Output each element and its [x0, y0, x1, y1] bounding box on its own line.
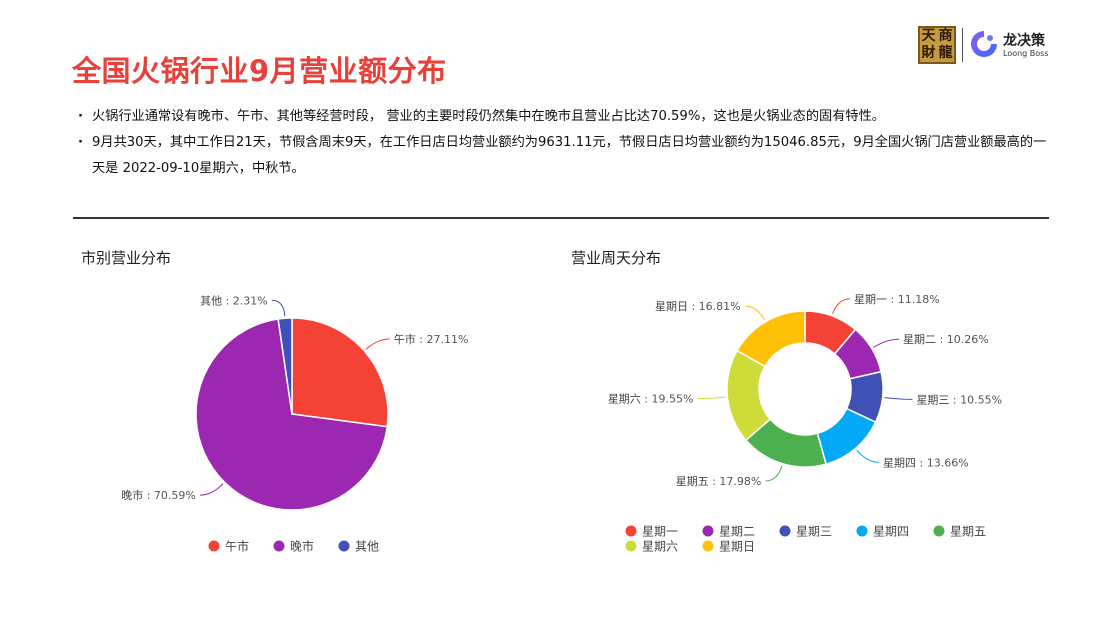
legend-swatch-星期五 — [933, 525, 945, 537]
data-label: 其他 : 2.31% — [200, 294, 268, 307]
legend-swatch-星期三 — [779, 525, 791, 537]
label-leader-line — [697, 396, 726, 400]
legend-label-其他: 其他 — [355, 540, 379, 554]
label-leader-line — [744, 305, 766, 321]
brand-subtitle: Loong Boss — [1003, 49, 1049, 58]
bullet-item: 火锅行业通常设有晚市、午市、其他等经营时段， 营业的主要时段仍然集中在晚市且营业… — [78, 104, 1058, 130]
data-label: 星期三 : 10.55% — [916, 393, 1002, 406]
legend-swatch-星期一 — [625, 525, 637, 537]
slice-午市 — [291, 317, 389, 428]
legend-swatch-午市 — [208, 540, 220, 552]
legend-label-星期四: 星期四 — [873, 525, 909, 539]
legend-label-星期日: 星期日 — [719, 540, 755, 554]
label-leader-line — [271, 299, 286, 317]
label-leader-line — [832, 298, 851, 315]
data-label: 午市 : 27.11% — [394, 332, 469, 346]
data-label: 星期日 : 16.81% — [655, 300, 741, 313]
loong-boss-logo-icon — [971, 31, 997, 57]
legend-label-午市: 午市 — [225, 539, 249, 554]
legend-swatch-星期日 — [702, 540, 714, 552]
legend-label-星期六: 星期六 — [642, 540, 678, 554]
label-leader-line — [199, 483, 224, 496]
chart-title-weekday: 营业周天分布 — [571, 249, 662, 267]
data-label: 晚市 : 70.59% — [121, 488, 196, 502]
label-leader-line — [856, 449, 880, 463]
data-label: 星期二 : 10.26% — [903, 333, 989, 346]
data-label: 星期五 : 17.98% — [676, 475, 762, 488]
logo-divider — [962, 28, 963, 62]
label-leader-line — [365, 338, 390, 350]
data-label: 星期一 : 11.18% — [854, 293, 940, 306]
slice-星期日 — [736, 310, 806, 368]
summary-bullets: 火锅行业通常设有晚市、午市、其他等经营时段， 营业的主要时段仍然集中在晚市且营业… — [78, 104, 1058, 182]
label-leader-line — [873, 338, 900, 348]
legend-swatch-其他 — [338, 540, 350, 552]
legend-swatch-晚市 — [273, 540, 285, 552]
brand-name: 龙决策 — [1003, 33, 1045, 49]
legend-swatch-星期六 — [625, 540, 637, 552]
label-leader-line — [765, 465, 783, 482]
slice-其他 — [277, 317, 293, 415]
seal-char: 龍 — [938, 45, 953, 61]
legend-swatch-星期二 — [702, 525, 714, 537]
label-leader-line — [884, 397, 913, 400]
legend-swatch-星期四 — [856, 525, 868, 537]
legend-label-星期五: 星期五 — [950, 525, 986, 539]
page-title: 全国火锅行业9月营业额分布 — [72, 54, 447, 88]
data-label: 星期六 : 19.55% — [608, 393, 694, 406]
seal-char: 天 — [921, 28, 936, 44]
legend-label-星期三: 星期三 — [796, 525, 832, 539]
chart-title-session: 市别营业分布 — [81, 249, 172, 267]
data-label: 星期四 : 13.66% — [883, 456, 969, 469]
slice-晚市 — [195, 318, 389, 511]
legend-label-晚市: 晚市 — [290, 539, 314, 554]
seal-char: 商 — [938, 28, 953, 44]
seal-char: 財 — [921, 45, 936, 61]
legend-label-星期二: 星期二 — [719, 525, 755, 539]
legend-label-星期一: 星期一 — [642, 525, 678, 539]
brand-seal-logo: 天 商 財 龍 — [918, 26, 956, 64]
section-divider — [73, 217, 1049, 219]
bullet-item: 9月共30天，其中工作日21天，节假含周末9天，在工作日店日均营业额约为9631… — [78, 130, 1058, 182]
